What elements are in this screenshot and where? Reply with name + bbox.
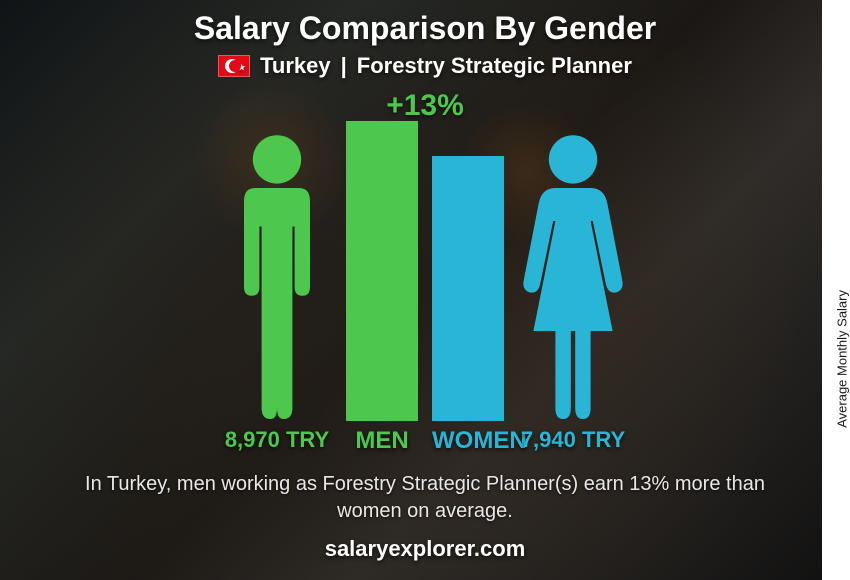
men-bar xyxy=(346,121,418,421)
women-label: WOMEN xyxy=(432,427,504,455)
chart-labels: 8,970 TRY MEN WOMEN 7,940 TRY xyxy=(0,427,850,455)
subtitle-row: ★ Turkey | Forestry Strategic Planner xyxy=(218,53,632,79)
man-icon xyxy=(222,131,332,421)
woman-icon xyxy=(518,131,628,421)
men-label: MEN xyxy=(346,427,418,455)
description-text: In Turkey, men working as Forestry Strat… xyxy=(0,471,850,525)
infographic-content: Salary Comparison By Gender ★ Turkey | F… xyxy=(0,0,850,580)
women-value: 7,940 TRY xyxy=(518,427,628,455)
difference-badge: +13% xyxy=(386,89,464,123)
comparison-chart xyxy=(222,121,628,421)
site-credit: salaryexplorer.com xyxy=(0,536,850,562)
women-bar xyxy=(432,156,504,421)
men-value: 8,970 TRY xyxy=(222,427,332,455)
turkey-flag-icon: ★ xyxy=(218,55,250,77)
separator: | xyxy=(341,53,347,79)
job-title-label: Forestry Strategic Planner xyxy=(357,53,632,79)
country-label: Turkey xyxy=(260,53,331,79)
main-title: Salary Comparison By Gender xyxy=(194,10,656,47)
